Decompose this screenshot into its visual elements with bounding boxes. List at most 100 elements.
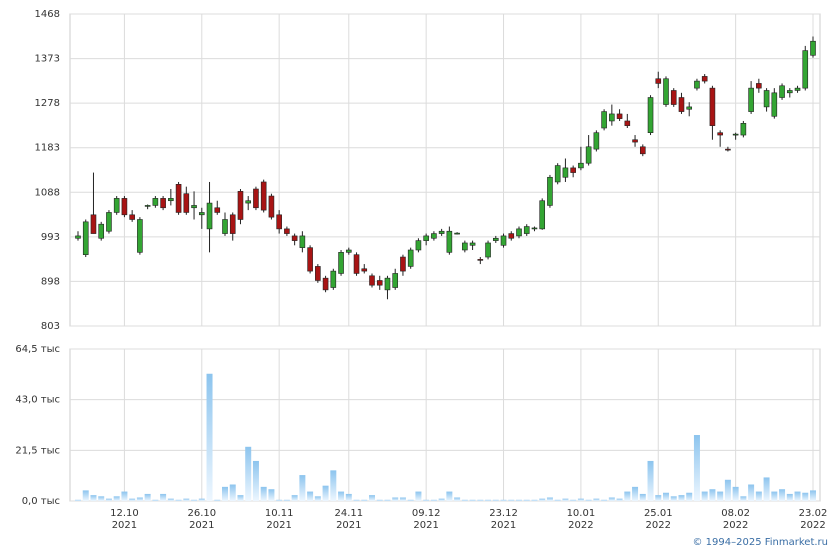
- x-tick-year: 2021: [491, 520, 516, 531]
- y-tick-label: 1468: [35, 9, 60, 20]
- copyright: © 1994–2025 Finmarket.ru: [692, 537, 828, 548]
- candle-body: [82, 221, 89, 255]
- candle-body: [113, 198, 120, 213]
- x-tick-year: 2022: [800, 520, 825, 531]
- y-tick-label: 898: [41, 276, 60, 287]
- candle-body: [554, 165, 561, 183]
- candle-body: [732, 133, 739, 136]
- volume-bar: [539, 498, 546, 501]
- volume-bar: [299, 475, 306, 501]
- candle-body: [740, 123, 747, 136]
- volume-bar: [129, 498, 136, 501]
- candle-body: [585, 146, 592, 164]
- candle-body: [222, 219, 228, 234]
- candle-body: [98, 223, 105, 239]
- candle-body: [431, 233, 437, 239]
- candle-body: [129, 214, 135, 220]
- candle-body: [725, 148, 731, 151]
- candle-body: [763, 90, 770, 108]
- candle-body: [90, 214, 97, 234]
- volume-bar: [748, 484, 755, 501]
- volume-bar: [144, 493, 151, 501]
- volume-bar: [369, 495, 375, 501]
- candle-body: [771, 92, 778, 117]
- x-tick-year: 2021: [189, 520, 214, 531]
- candle-body: [152, 198, 159, 206]
- volume-bar: [678, 495, 685, 501]
- volume-bar: [90, 495, 97, 501]
- candle-body: [655, 78, 662, 84]
- candle-body: [756, 83, 762, 89]
- y-tick-label: 1088: [35, 187, 60, 198]
- candle-body: [438, 230, 445, 234]
- volume-bar: [415, 491, 422, 501]
- candle-body: [415, 240, 422, 251]
- candle-body: [500, 235, 507, 246]
- volume-bar: [663, 492, 669, 501]
- volume-bar: [376, 499, 383, 501]
- volume-bar: [508, 499, 515, 501]
- candle-body: [539, 200, 546, 230]
- volume-bar: [75, 499, 81, 501]
- volume-bar: [136, 497, 143, 501]
- candle-body: [462, 242, 468, 251]
- candle-body: [284, 228, 290, 234]
- volume-bar: [384, 499, 391, 501]
- volume-bar: [423, 499, 430, 501]
- candle-body: [593, 132, 600, 150]
- volume-bar: [237, 495, 244, 501]
- y-tick-label: 1373: [35, 54, 60, 65]
- candle-body: [168, 198, 174, 202]
- volume-bar: [260, 486, 267, 501]
- candle-body: [709, 87, 716, 126]
- candle-body: [160, 198, 166, 209]
- volume-bar: [82, 490, 89, 501]
- x-tick-date: 10.11: [265, 508, 294, 519]
- candle-body: [810, 40, 816, 56]
- candle-body: [315, 266, 321, 281]
- candle-body: [694, 80, 700, 89]
- candle-body: [523, 226, 530, 234]
- volume-bar: [516, 499, 522, 501]
- volume-bar: [546, 497, 553, 501]
- volume-bar: [229, 484, 236, 501]
- price-panel: [69, 13, 821, 327]
- candle-body: [485, 242, 491, 258]
- volume-bar: [245, 446, 252, 501]
- candle-body: [616, 113, 623, 119]
- volume-bar: [717, 491, 724, 501]
- volume-bar: [616, 498, 623, 501]
- volume-bar: [492, 499, 499, 501]
- volume-bar: [655, 495, 662, 501]
- candle-body: [353, 254, 360, 274]
- volume-bar: [469, 499, 476, 501]
- volume-bar: [810, 490, 816, 501]
- x-tick-year: 2021: [336, 520, 361, 531]
- candle-body: [663, 78, 669, 105]
- candle-body: [338, 252, 344, 274]
- x-tick-date: 24.11: [334, 508, 363, 519]
- candle-body: [531, 227, 538, 230]
- candle-body: [632, 139, 638, 143]
- volume-bar: [268, 489, 275, 501]
- volume-bar: [601, 499, 608, 501]
- candle-body: [175, 184, 182, 213]
- candle-body: [454, 232, 460, 235]
- candle-body: [376, 280, 383, 286]
- candle-body: [345, 249, 352, 253]
- volume-bar: [167, 498, 174, 501]
- volume-bar: [523, 499, 530, 501]
- candle-body: [191, 205, 197, 209]
- volume-bar: [330, 470, 337, 501]
- volume-bar: [160, 493, 167, 501]
- candle-body: [701, 76, 708, 82]
- candle-body: [237, 191, 244, 220]
- y2-tick-label: 43,0 тыс: [15, 395, 60, 406]
- x-tick-year: 2022: [723, 520, 748, 531]
- candle-body: [717, 132, 723, 136]
- candle-body: [508, 233, 515, 239]
- volume-bar: [113, 496, 120, 501]
- candle-body: [229, 214, 236, 234]
- volume-bar: [206, 373, 213, 501]
